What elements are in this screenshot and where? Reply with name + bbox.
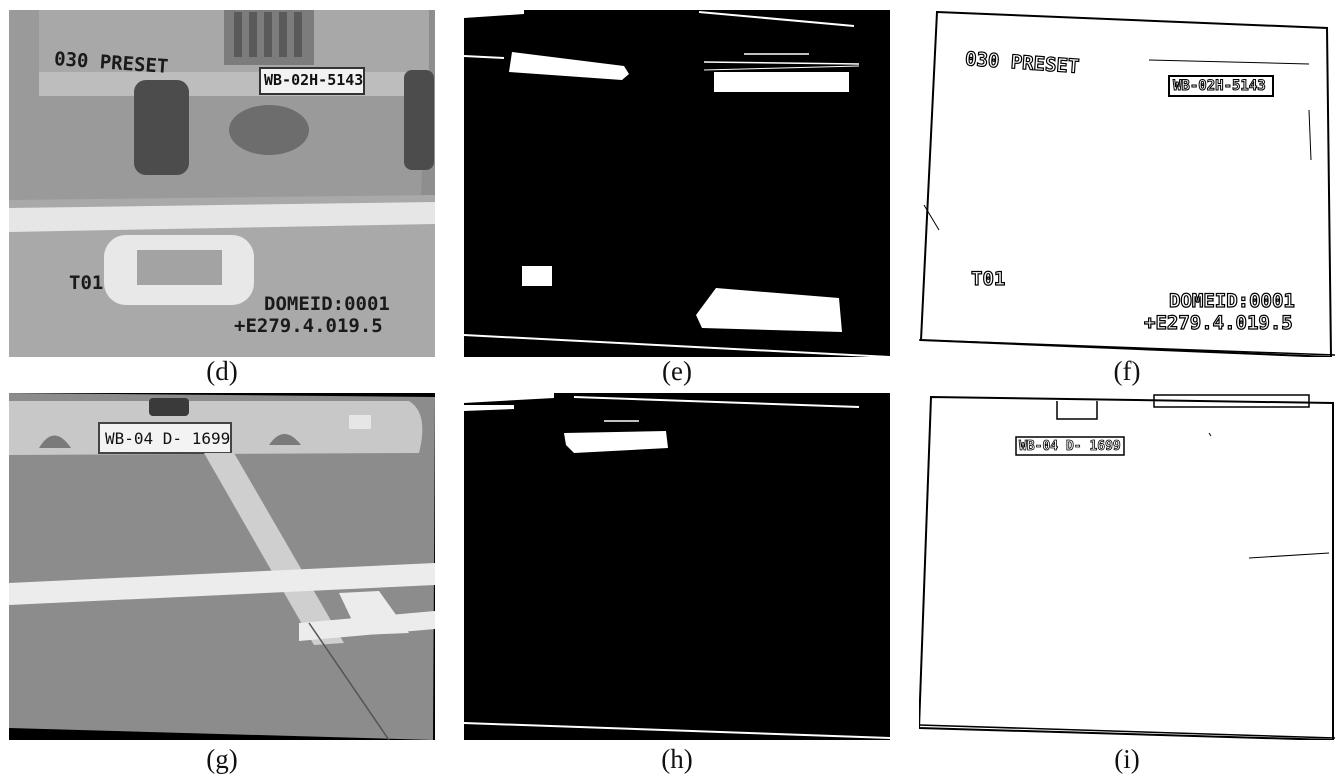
caption-g: (g) [206,744,238,774]
panel-i-image [919,393,1335,740]
panel-f-image [919,10,1335,357]
overlay-text-coords: +E279.4.019.5 [234,315,383,337]
edge-text-plate: WB-02H-5143 [1173,78,1267,95]
panel-e-binary-mask [464,10,890,357]
overlay-text-t01: T01 [69,272,104,294]
panel-g-grayscale-photo: WB-04 D- 1699 [9,393,435,740]
panel-i-edge-map: WB-04 D- 1699 [919,393,1335,740]
panel-d-image [9,10,435,357]
panel-d-grayscale-photo: 030 PRESET WB-02H-5143 T01 DOMEID:0001 +… [9,10,435,357]
caption-h: (h) [661,744,693,774]
overlay-text-plate: WB-02H-5143 [264,71,364,89]
panel-g-image [9,393,435,740]
panel-h-image [464,393,890,740]
edge-text-t01: T01 [970,267,1006,290]
panel-e-image [464,10,890,357]
panel-f-edge-map: 030 PRESET WB-02H-5143 T01 DOMEID:0001 +… [919,10,1335,357]
overlay-text-plate-g: WB-04 D- 1699 [105,429,231,448]
caption-i: (i) [1114,744,1140,774]
edge-text-coords: +E279.4.019.5 [1143,311,1293,334]
caption-e: (e) [662,356,692,386]
edge-text-domeid: DOMEID:0001 [1168,289,1295,312]
panel-h-binary-mask [464,393,890,740]
caption-d: (d) [206,356,238,386]
caption-f: (f) [1113,356,1141,386]
edge-text-plate-i: WB-04 D- 1699 [1019,439,1122,455]
overlay-text-domeid: DOMEID:0001 [264,293,390,315]
